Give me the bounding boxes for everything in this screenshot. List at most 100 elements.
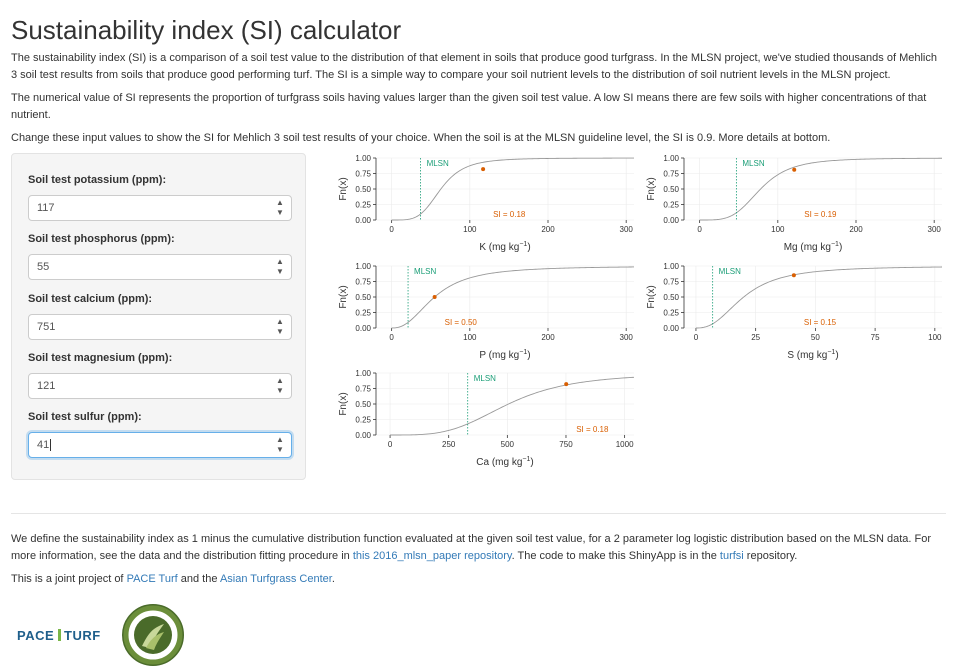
x-axis-title: K (mg kg−1) xyxy=(479,241,530,253)
x-tick-label: 100 xyxy=(463,225,477,234)
spin-down-icon[interactable]: ▼ xyxy=(276,208,284,217)
potassium-input[interactable]: 117 ▲ ▼ xyxy=(28,195,292,221)
y-tick-label: 0.50 xyxy=(663,185,679,194)
asian-turfgrass-center-logo[interactable]: ATC xyxy=(120,604,186,666)
y-axis-title: Fn(x) xyxy=(338,392,349,415)
sulfur-group: Soil test sulfur (ppm): 41 ▲ ▼ xyxy=(28,409,292,458)
chart-svg: 0.00 0.25 0.50 0.75 1.00 0 100 200 300 Fn(x) Mg (m… xyxy=(646,154,942,253)
calcium-value: 751 xyxy=(37,321,56,333)
x-tick-label: 0 xyxy=(694,333,699,342)
chart-mg: 0.00 0.25 0.50 0.75 1.00 0 100 200 300 Fn(x) Mg (m… xyxy=(646,152,948,260)
asian-turfgrass-center-link[interactable]: Asian Turfgrass Center xyxy=(219,573,332,585)
y-tick-label: 0.00 xyxy=(355,216,371,225)
spin-down-icon[interactable]: ▼ xyxy=(276,386,284,395)
pace-turf-link[interactable]: PACE Turf xyxy=(126,573,178,585)
si-label: SI = 0.15 xyxy=(804,318,837,327)
potassium-group: Soil test potassium (ppm): 117 ▲ ▼ xyxy=(28,172,292,221)
y-tick-label: 1.00 xyxy=(663,154,679,163)
svg-text:PACE: PACE xyxy=(17,628,54,643)
y-tick-label: 1.00 xyxy=(355,154,371,163)
spin-up-icon[interactable]: ▲ xyxy=(276,376,284,385)
chart-p: 0.00 0.25 0.50 0.75 1.00 0 100 200 300 Fn(x) P (mg… xyxy=(338,260,640,368)
spin-down-icon[interactable]: ▼ xyxy=(276,445,284,454)
x-tick-label: 500 xyxy=(501,440,515,449)
turfsi-repo-link[interactable]: turfsi xyxy=(719,550,744,562)
x-tick-label: 200 xyxy=(541,333,555,342)
x-tick-label: 750 xyxy=(559,440,573,449)
footer-text: repository. xyxy=(743,550,798,562)
sulfur-input[interactable]: 41 ▲ ▼ xyxy=(28,432,292,458)
chart-k: 0.00 0.25 0.50 0.75 1.00 0 100 200 300 Fn(x) K (mg… xyxy=(338,152,640,260)
y-axis-title: Fn(x) xyxy=(646,177,657,200)
y-tick-label: 0.50 xyxy=(355,185,371,194)
y-tick-label: 0.00 xyxy=(663,324,679,333)
x-tick-label: 200 xyxy=(849,225,863,234)
intro-paragraph-1: The sustainability index (SI) is a compa… xyxy=(11,52,937,81)
spin-up-icon[interactable]: ▲ xyxy=(276,198,284,207)
footer-text: and the xyxy=(177,573,220,585)
x-tick-label: 0 xyxy=(389,333,394,342)
x-tick-label: 250 xyxy=(442,440,456,449)
y-axis-title: Fn(x) xyxy=(338,285,349,308)
x-tick-label: 0 xyxy=(388,440,393,449)
y-tick-label: 0.25 xyxy=(355,416,371,425)
chart-ca: 0.00 0.25 0.50 0.75 1.00 0 250 500 750 1000 Fn(x) C… xyxy=(338,367,640,475)
magnesium-input[interactable]: 121 ▲ ▼ xyxy=(28,373,292,399)
potassium-value: 117 xyxy=(37,202,55,214)
si-label: SI = 0.19 xyxy=(804,210,837,219)
phosphorus-value: 55 xyxy=(37,261,50,273)
spin-up-icon[interactable]: ▲ xyxy=(276,257,284,266)
divider xyxy=(11,513,946,514)
si-label: SI = 0.18 xyxy=(576,425,609,434)
y-tick-label: 0.75 xyxy=(663,278,679,287)
si-label: SI = 0.50 xyxy=(445,318,478,327)
x-axis-title: Ca (mg kg−1) xyxy=(476,456,533,468)
y-tick-label: 0.25 xyxy=(663,201,679,210)
y-tick-label: 0.00 xyxy=(355,324,371,333)
calcium-label: Soil test calcium (ppm): xyxy=(28,293,153,305)
mlsn-label: MLSN xyxy=(427,159,449,168)
footer-paragraph-2: This is a joint project of PACE Turf and… xyxy=(11,571,943,588)
phosphorus-group: Soil test phosphorus (ppm): 55 ▲ ▼ xyxy=(28,231,292,280)
y-tick-label: 0.25 xyxy=(355,201,371,210)
phosphorus-spinner[interactable]: ▲ ▼ xyxy=(275,257,285,277)
page-title: Sustainability index (SI) calculator xyxy=(11,15,402,45)
magnesium-spinner[interactable]: ▲ ▼ xyxy=(275,376,285,396)
sulfur-label: Soil test sulfur (ppm): xyxy=(28,411,142,423)
spin-up-icon[interactable]: ▲ xyxy=(276,317,284,326)
y-tick-label: 1.00 xyxy=(663,262,679,271)
footer-text: We define the sustainability index as 1 … xyxy=(11,533,932,562)
x-tick-label: 200 xyxy=(541,225,555,234)
x-tick-label: 300 xyxy=(928,225,942,234)
intro-paragraph-2: The numerical value of SI represents the… xyxy=(11,92,927,121)
y-tick-label: 0.75 xyxy=(355,385,371,394)
x-tick-label: 100 xyxy=(928,333,942,342)
cdf-curve xyxy=(699,157,942,221)
magnesium-group: Soil test magnesium (ppm): 121 ▲ ▼ xyxy=(28,350,292,399)
intro-paragraph-3: Change these input values to show the SI… xyxy=(11,132,831,144)
svg-text:TURF: TURF xyxy=(64,628,101,643)
sulfur-spinner[interactable]: ▲ ▼ xyxy=(275,435,285,455)
pace-turf-logo[interactable]: PACE TURF xyxy=(17,625,112,645)
y-tick-label: 0.00 xyxy=(663,216,679,225)
x-axis-title: S (mg kg−1) xyxy=(787,349,838,361)
spin-up-icon[interactable]: ▲ xyxy=(276,435,284,444)
spin-down-icon[interactable]: ▼ xyxy=(276,267,284,276)
mlsn-paper-repo-link[interactable]: this 2016_mlsn_paper repository xyxy=(352,550,512,562)
cdf-curve xyxy=(390,376,635,436)
chart-s: 0.00 0.25 0.50 0.75 1.00 0 25 50 75 100 Fn(x) S (mg… xyxy=(646,260,948,368)
spin-down-icon[interactable]: ▼ xyxy=(276,327,284,336)
calcium-spinner[interactable]: ▲ ▼ xyxy=(275,317,285,337)
calcium-input[interactable]: 751 ▲ ▼ xyxy=(28,314,292,340)
svg-text:ATC: ATC xyxy=(149,611,157,616)
x-tick-label: 25 xyxy=(751,333,760,342)
phosphorus-input[interactable]: 55 ▲ ▼ xyxy=(28,254,292,280)
soil-test-point xyxy=(432,295,437,299)
potassium-spinner[interactable]: ▲ ▼ xyxy=(275,198,285,218)
chart-svg: 0.00 0.25 0.50 0.75 1.00 0 100 200 300 Fn(x) P (mg… xyxy=(338,262,635,361)
footer-text: . xyxy=(331,573,335,585)
phosphorus-label: Soil test phosphorus (ppm): xyxy=(28,233,175,245)
x-tick-label: 75 xyxy=(871,333,880,342)
x-tick-label: 100 xyxy=(463,333,477,342)
y-tick-label: 0.75 xyxy=(355,170,371,179)
